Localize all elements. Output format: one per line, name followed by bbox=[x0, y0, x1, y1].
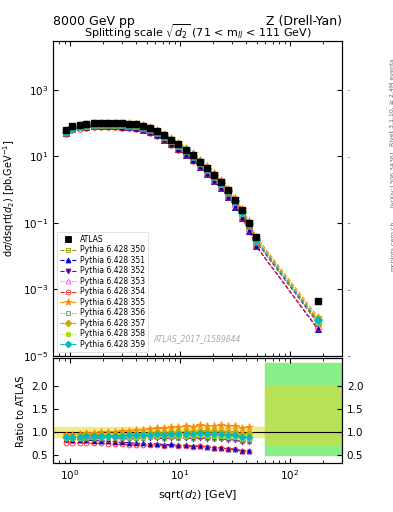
Text: mcplots.cern.ch: mcplots.cern.ch bbox=[390, 221, 393, 271]
Title: Splitting scale $\sqrt{d_2}$ (71 < m$_{ll}$ < 111 GeV): Splitting scale $\sqrt{d_2}$ (71 < m$_{l… bbox=[84, 22, 311, 41]
Legend: ATLAS, Pythia 6.428 350, Pythia 6.428 351, Pythia 6.428 352, Pythia 6.428 353, P: ATLAS, Pythia 6.428 350, Pythia 6.428 35… bbox=[57, 231, 148, 352]
Text: Rivet 3.1.10, ≥ 2.4M events: Rivet 3.1.10, ≥ 2.4M events bbox=[390, 58, 393, 146]
Text: 8000 GeV pp: 8000 GeV pp bbox=[53, 15, 135, 28]
Text: [arXiv:1306.3436]: [arXiv:1306.3436] bbox=[390, 151, 393, 207]
Y-axis label: Ratio to ATLAS: Ratio to ATLAS bbox=[16, 375, 26, 446]
Text: Z (Drell-Yan): Z (Drell-Yan) bbox=[266, 15, 342, 28]
X-axis label: sqrt($d_2$) [GeV]: sqrt($d_2$) [GeV] bbox=[158, 487, 237, 502]
Y-axis label: d$\sigma$/dsqrt($d_2$) [pb,GeV$^{-1}$]: d$\sigma$/dsqrt($d_2$) [pb,GeV$^{-1}$] bbox=[2, 140, 17, 257]
Text: ATLAS_2017_I1589844: ATLAS_2017_I1589844 bbox=[154, 334, 241, 343]
